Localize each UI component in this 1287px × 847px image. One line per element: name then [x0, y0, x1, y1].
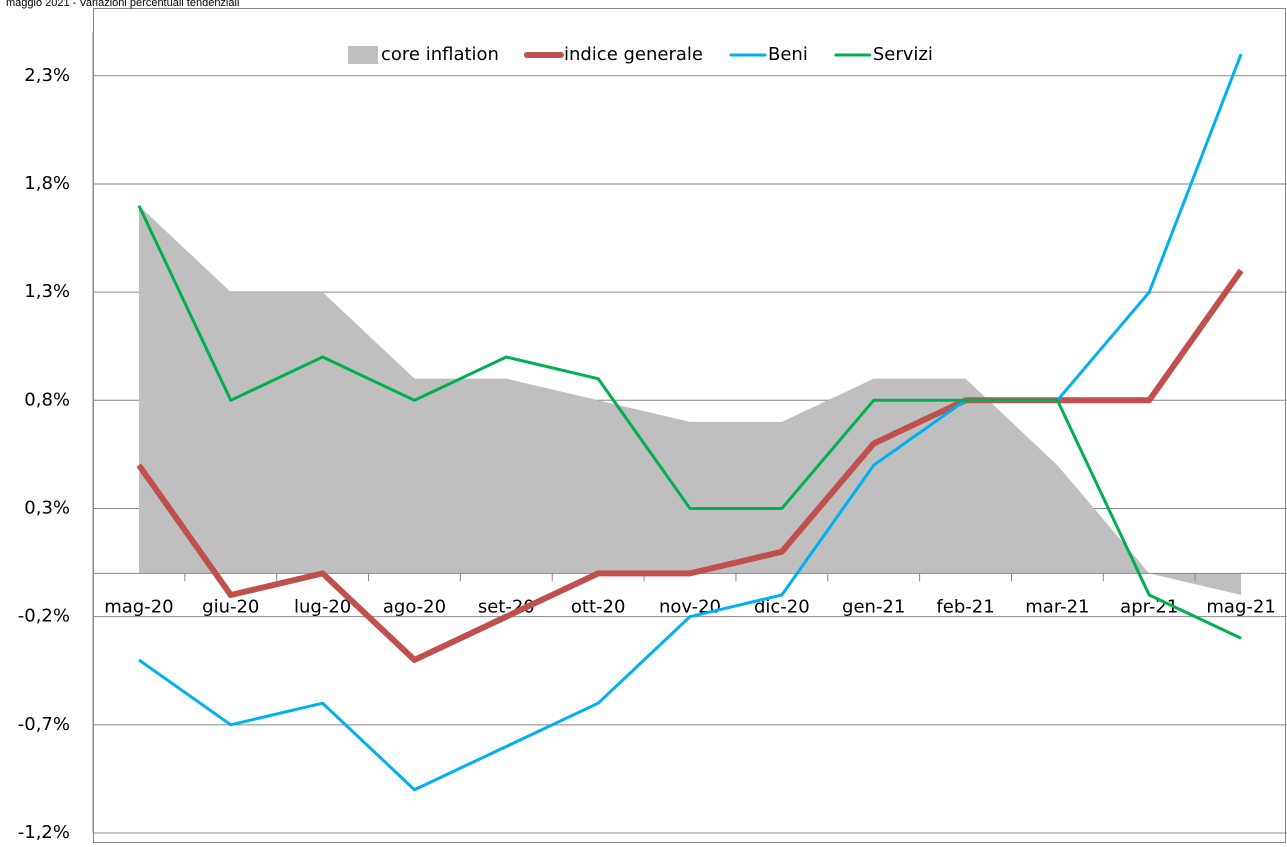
- legend-swatch: [348, 46, 378, 64]
- x-tick-label: feb-21: [936, 596, 994, 617]
- x-tick-label: mar-21: [1025, 596, 1089, 617]
- y-tick-label: 2,3%: [24, 65, 70, 86]
- legend-label: Beni: [768, 44, 808, 65]
- chart-title: maggio 2021 - Variazioni percentuali ten…: [6, 0, 239, 9]
- area: [138, 205, 1242, 596]
- legend-label: core inflation: [381, 44, 499, 65]
- x-tick-label: mag-21: [1206, 596, 1275, 617]
- legend-label: Servizi: [873, 44, 933, 65]
- x-tick-label: lug-20: [294, 596, 351, 617]
- y-tick-label: -0,7%: [18, 714, 70, 735]
- y-tick-label: 0,8%: [24, 389, 70, 410]
- x-tick-label: giu-20: [202, 596, 259, 617]
- y-tick-label: -0,2%: [18, 606, 70, 627]
- y-tick-label: 0,3%: [24, 497, 70, 518]
- x-tick-label: mag-20: [104, 596, 173, 617]
- y-tick-label: 1,8%: [24, 173, 70, 194]
- x-tick-label: ago-20: [383, 596, 446, 617]
- x-tick-label: nov-20: [659, 596, 721, 617]
- x-tick-label: apr-21: [1120, 596, 1178, 617]
- x-tick-label: ott-20: [571, 596, 626, 617]
- x-tick-label: gen-21: [842, 596, 905, 617]
- x-tick-label: dic-20: [754, 596, 810, 617]
- y-tick-label: 1,3%: [24, 281, 70, 302]
- line: [137, 204, 1242, 640]
- legend-label: indice generale: [564, 44, 703, 65]
- y-tick-label: -1,2%: [18, 822, 70, 843]
